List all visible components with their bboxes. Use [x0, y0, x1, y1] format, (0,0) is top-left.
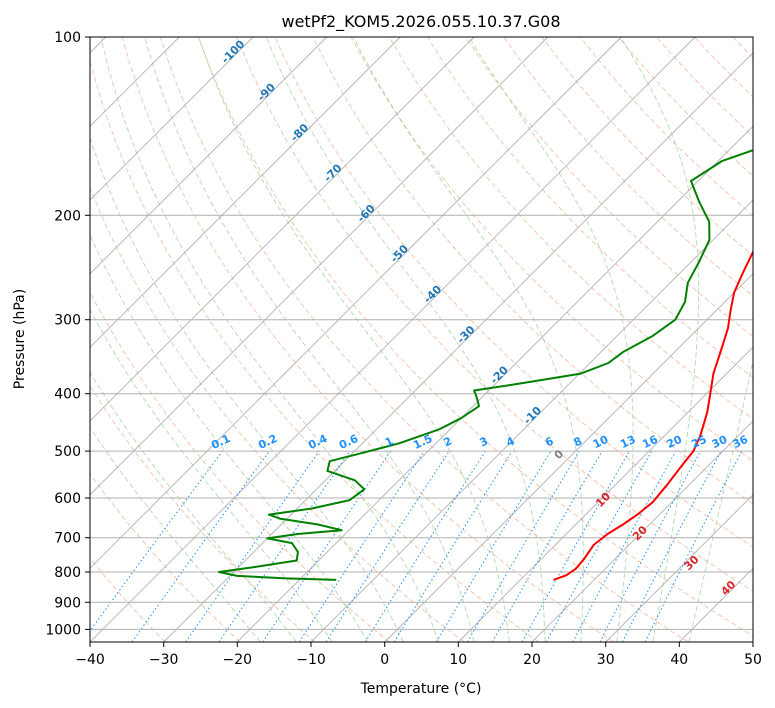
y-tick-label: 1000 — [45, 622, 81, 638]
isotherm-line — [310, 199, 753, 642]
pressure-gridlines — [90, 37, 753, 630]
x-tick-label: 40 — [670, 652, 688, 668]
mixing-ratio-label: 10 — [591, 433, 611, 451]
isotherm-line — [384, 273, 753, 642]
mixing-ratio-line — [521, 450, 630, 642]
mixing-ratio-line — [218, 450, 351, 642]
dry-adiabat — [121, 37, 614, 642]
chart-title: wetPf2_KOM5.2026.055.10.37.G08 — [281, 12, 560, 32]
x-tick-label: −20 — [223, 652, 253, 668]
y-tick-label: 400 — [54, 387, 81, 403]
mixing-ratio-label: 36 — [731, 433, 751, 451]
x-tick-label: −30 — [149, 652, 179, 668]
isotherm-line — [90, 37, 696, 642]
mixing-ratio-line — [262, 450, 392, 642]
moist-adiabat — [688, 358, 753, 642]
mixing-ratio-label: 20 — [665, 433, 685, 451]
isotherm-line — [457, 346, 753, 642]
x-tick-label: 20 — [523, 652, 541, 668]
x-axis-ticks: −40 −30 −20 −10 0 10 20 30 40 50 — [75, 642, 762, 668]
mixing-ratio-line — [644, 450, 743, 642]
y-tick-label: 600 — [54, 491, 81, 507]
isotherm-line — [90, 37, 622, 569]
mixing-ratio-line — [572, 450, 677, 642]
dry-adiabat — [198, 37, 753, 637]
y-axis-label: Pressure (hPa) — [12, 289, 28, 389]
dry-adiabat — [90, 291, 390, 642]
mixing-ratio-label: 16 — [640, 433, 660, 451]
mixing-ratio-line — [131, 450, 270, 642]
mixing-ratio-label: 25 — [689, 433, 708, 451]
isotherm-line — [531, 420, 753, 642]
background-lines — [90, 37, 753, 642]
dry-adiabat — [350, 37, 753, 462]
dry-adiabat — [90, 557, 166, 642]
mixing-ratio-line — [185, 450, 320, 642]
moist-adiabat — [353, 37, 584, 642]
x-tick-label: 10 — [449, 652, 467, 668]
x-tick-label: −40 — [75, 652, 105, 668]
dry-adiabat — [90, 473, 241, 642]
x-axis-label: Temperature (°C) — [360, 681, 482, 697]
moist-adiabat — [90, 136, 404, 642]
x-tick-label: 0 — [380, 652, 389, 668]
isotherm-line — [90, 37, 549, 496]
isotherm-line — [236, 125, 753, 642]
moist-adiabat — [90, 426, 261, 642]
moist-adiabat — [100, 37, 439, 642]
y-tick-label: 300 — [54, 313, 81, 329]
mixing-ratio-line — [545, 450, 653, 642]
isotherm-line — [605, 494, 753, 642]
moist-adiabat — [265, 37, 546, 642]
dry-adiabat — [503, 37, 753, 297]
y-tick-label: 700 — [54, 531, 81, 547]
mixing-ratio-line — [90, 450, 223, 632]
x-tick-label: 50 — [744, 652, 762, 668]
dry-adiabat — [90, 59, 540, 642]
dry-adiabat — [427, 37, 753, 378]
x-tick-label: −10 — [296, 652, 326, 668]
y-tick-label: 200 — [54, 208, 81, 224]
mixing-ratio-line — [325, 450, 450, 642]
isotherm-line — [90, 37, 401, 348]
moist-adiabat — [144, 37, 475, 642]
moist-adiabat — [620, 37, 700, 642]
y-tick-label: 100 — [54, 30, 81, 46]
dry-adiabat — [236, 37, 753, 592]
x-tick-label: 30 — [597, 652, 615, 668]
mixing-ratio-label: 13 — [618, 433, 637, 451]
y-tick-label: 900 — [54, 595, 81, 611]
mixing-ratio-line — [393, 450, 513, 642]
dry-adiabat — [90, 186, 465, 642]
isotherm-line — [163, 52, 753, 642]
moist-adiabat — [198, 37, 510, 642]
dry-adiabat — [90, 384, 315, 642]
mixing-ratio-label: 30 — [710, 433, 730, 451]
y-tick-label: 800 — [54, 565, 81, 581]
dewpoint-trace — [217, 149, 753, 581]
profile-traces — [217, 149, 753, 581]
isotherm-line — [90, 37, 254, 201]
y-axis-ticks: 1000 900 800 700 600 500 400 300 200 100 — [45, 30, 90, 638]
isotherm-line — [90, 37, 475, 422]
plot-frame — [89, 36, 754, 643]
moist-adiabat — [90, 234, 369, 642]
temperature-trace — [553, 249, 753, 581]
moist-adiabat — [90, 308, 333, 642]
mixing-ratio-line — [298, 450, 425, 642]
isotherm-line — [90, 37, 328, 275]
dry-adiabat — [159, 37, 689, 642]
y-tick-label: 500 — [54, 444, 81, 460]
